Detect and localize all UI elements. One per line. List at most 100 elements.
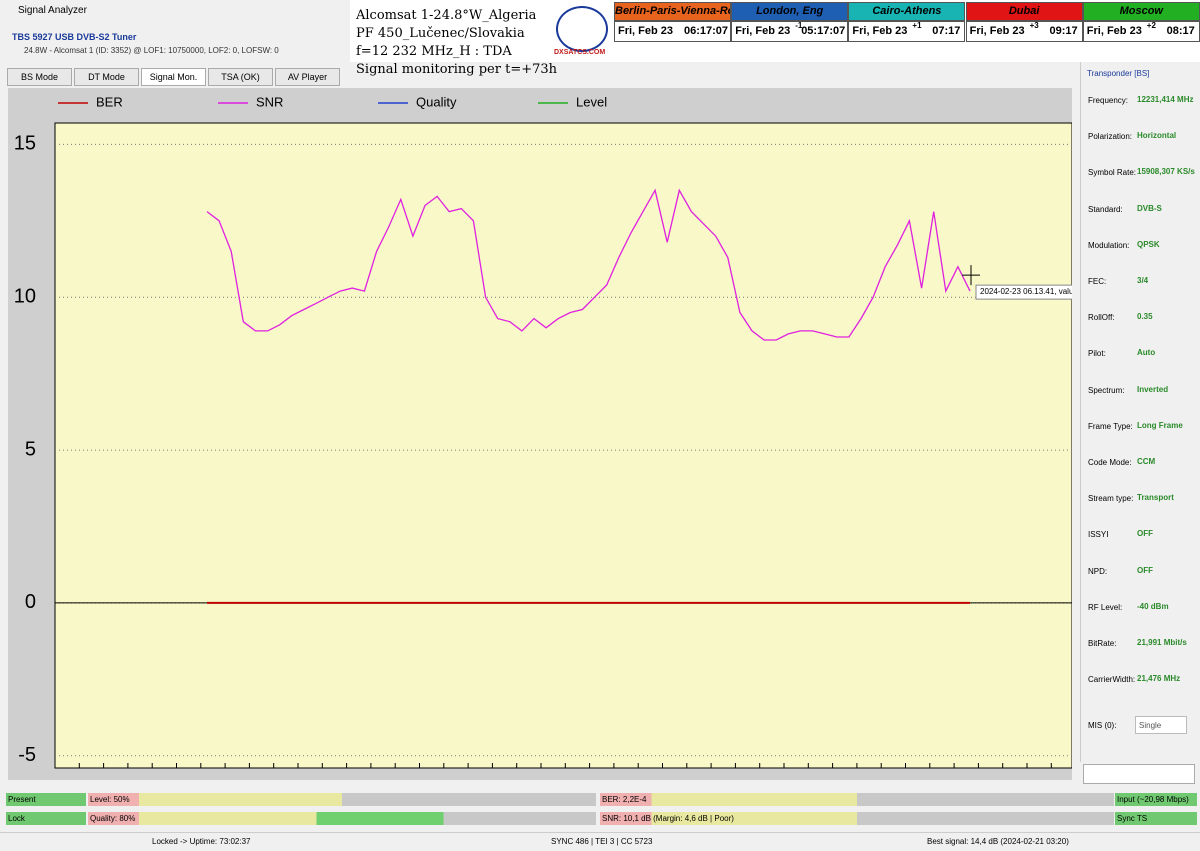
- field-label: NPD:: [1088, 566, 1108, 576]
- clock-city: London, Eng: [731, 2, 849, 21]
- legend-label: SNR: [256, 94, 283, 109]
- logo-circle: [556, 6, 608, 52]
- header-line: Alcomsat 1-24.8°W_Algeria: [356, 8, 537, 23]
- clock-cell: [1082, 21, 1200, 42]
- field-label: FEC:: [1088, 277, 1107, 286]
- panel-button[interactable]: [1083, 764, 1195, 784]
- clock-date: Fri, Feb 23: [735, 25, 791, 37]
- clock-offset: +1: [912, 21, 922, 30]
- transponder-panel: [1080, 62, 1200, 762]
- clock-time: 09:17: [1049, 25, 1078, 37]
- clock-city: Moscow: [1082, 2, 1200, 21]
- legend-label: Level: [576, 94, 607, 109]
- status-present: Present: [6, 793, 86, 806]
- clock-city: Berlin-Paris-Vienna-Roma: [614, 2, 731, 21]
- field-label: RollOff:: [1088, 313, 1115, 323]
- field-label: Spectrum:: [1088, 385, 1125, 395]
- footer-sync: SYNC 486 | TEI 3 | CC 5723: [551, 837, 653, 846]
- field-value: Inverted: [1137, 384, 1169, 394]
- field-value: 3/4: [1137, 276, 1149, 285]
- clock-city: Cairo-Athens: [848, 2, 966, 21]
- tab[interactable]: AV Player: [275, 68, 340, 86]
- clock-cell: [965, 21, 1083, 42]
- clock-date: Fri, Feb 23: [852, 25, 908, 37]
- field-value: Transport: [1137, 493, 1174, 503]
- field-label: CarrierWidth:: [1088, 675, 1136, 685]
- footer-uptime: Locked -> Uptime: 73:02:37: [152, 837, 251, 846]
- field-label: RF Level:: [1088, 602, 1123, 612]
- level-bar: Level: 50%: [88, 793, 596, 806]
- field-label: ISSYI: [1088, 530, 1109, 540]
- y-tick-label: 10: [14, 286, 36, 308]
- field-value: Horizontal: [1137, 131, 1177, 141]
- field-value: 12231,414 MHz: [1137, 95, 1194, 104]
- clock-date: Fri, Feb 23: [1086, 25, 1142, 37]
- clock-date: Fri, Feb 23: [969, 25, 1025, 37]
- header-line: Signal monitoring per t=+73h: [356, 62, 558, 77]
- clock-city: Dubai: [965, 2, 1083, 21]
- field-label: Polarization:: [1088, 132, 1133, 142]
- field-value: DVB-S: [1137, 203, 1162, 213]
- plot-area: [54, 122, 1072, 769]
- clock-time: 06:17:07: [684, 25, 729, 37]
- tab[interactable]: DT Mode: [74, 68, 139, 86]
- clock-cell: [614, 21, 731, 42]
- field-value: CCM: [1137, 457, 1156, 466]
- clock-time: 05:17:07: [801, 25, 846, 37]
- field-value: -40 dBm: [1137, 601, 1169, 611]
- mis-value: Single: [1139, 721, 1162, 730]
- clock-offset: -1: [795, 21, 803, 30]
- field-label: Standard:: [1088, 204, 1123, 214]
- mis-select[interactable]: [1135, 716, 1187, 734]
- status-input: Input (~20,98 Mbps): [1115, 793, 1197, 806]
- y-tick-label: 5: [25, 438, 36, 460]
- field-label: Frame Type:: [1088, 421, 1133, 431]
- clock-offset: +2: [1146, 21, 1156, 30]
- clock-cell: [848, 21, 966, 42]
- field-value: OFF: [1137, 565, 1153, 575]
- field-label: Pilot:: [1088, 349, 1106, 359]
- clock-time: 07:17: [932, 25, 961, 37]
- y-tick-label: -5: [18, 744, 36, 766]
- field-value: 21,991 Mbit/s: [1137, 638, 1187, 647]
- clock-cell: [731, 21, 849, 42]
- tab[interactable]: TSA (OK): [208, 68, 273, 86]
- tab[interactable]: Signal Mon.: [141, 68, 206, 86]
- field-label: BitRate:: [1088, 639, 1117, 648]
- mis-label: MIS (0):: [1088, 721, 1117, 730]
- field-label: Symbol Rate:: [1088, 168, 1137, 178]
- y-tick-label: 15: [14, 133, 36, 155]
- field-value: 0.35: [1137, 312, 1153, 322]
- snr-bar: SNR: 10,1 dB (Margin: 4,6 dB | Poor): [600, 812, 1114, 825]
- clock-offset: +3: [1029, 21, 1039, 30]
- clock-time: 08:17: [1166, 25, 1195, 37]
- tab[interactable]: BS Mode: [7, 68, 72, 86]
- transponder-title: Transponder [BS]: [1087, 69, 1150, 78]
- tuner-info: 24.8W - Alcomsat 1 (ID: 3352) @ LOF1: 10…: [24, 46, 279, 55]
- legend-label: Quality: [416, 94, 457, 109]
- logo-text: DXSATCS.COM: [554, 49, 606, 56]
- field-value: 15908,307 KS/s: [1137, 167, 1195, 177]
- field-value: Long Frame: [1137, 420, 1183, 430]
- field-label: Code Mode:: [1088, 458, 1132, 467]
- field-value: QPSK: [1137, 239, 1160, 249]
- status-lock: Lock: [6, 812, 86, 825]
- field-value: OFF: [1137, 529, 1153, 539]
- field-label: Frequency:: [1088, 96, 1129, 105]
- field-label: Modulation:: [1088, 240, 1130, 250]
- tooltip-text: 2024-02-23 06.13.41, value: 10,600000381…: [980, 287, 1072, 296]
- footer-bar: [0, 832, 1200, 851]
- tooltip-box: [975, 284, 1072, 300]
- footer-best: Best signal: 14,4 dB (2024-02-21 03:20): [927, 837, 1069, 846]
- field-value: Auto: [1137, 348, 1156, 358]
- window-title: Signal Analyzer: [18, 5, 87, 16]
- header-line: f=12 232 MHz_H : TDA: [356, 44, 512, 59]
- y-tick-label: 0: [25, 591, 36, 613]
- clock-date: Fri, Feb 23: [618, 25, 674, 37]
- quality-bar: Quality: 80%: [88, 812, 596, 825]
- field-label: Stream type:: [1088, 494, 1134, 504]
- title-bar: [0, 0, 350, 24]
- status-sync: Sync TS: [1115, 812, 1197, 825]
- series-line: [206, 188, 971, 341]
